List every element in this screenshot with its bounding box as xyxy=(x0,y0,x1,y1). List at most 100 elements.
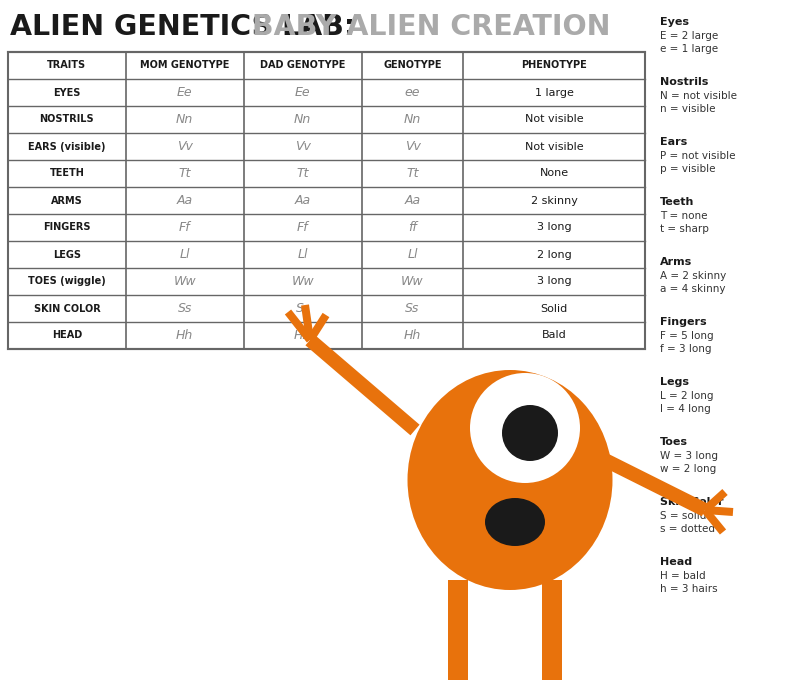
Text: Hh: Hh xyxy=(294,329,311,342)
Circle shape xyxy=(470,373,580,483)
Text: ARMS: ARMS xyxy=(51,196,82,205)
Text: Ears: Ears xyxy=(660,137,687,147)
Text: A = 2 skinny: A = 2 skinny xyxy=(660,271,726,281)
Text: 1 large: 1 large xyxy=(534,88,574,97)
Text: TOES (wiggle): TOES (wiggle) xyxy=(28,277,106,286)
Text: 2 skinny: 2 skinny xyxy=(530,196,578,205)
Text: Fingers: Fingers xyxy=(660,317,706,327)
Text: Solid: Solid xyxy=(541,303,568,313)
Text: Ll: Ll xyxy=(298,248,308,261)
Text: h = 3 hairs: h = 3 hairs xyxy=(660,584,718,594)
Text: Teeth: Teeth xyxy=(660,197,694,207)
Text: 3 long: 3 long xyxy=(537,277,571,286)
Text: Ww: Ww xyxy=(401,275,424,288)
Text: None: None xyxy=(540,169,569,178)
Text: DAD GENOTYPE: DAD GENOTYPE xyxy=(260,61,346,71)
Polygon shape xyxy=(285,309,313,343)
Text: Tt: Tt xyxy=(296,167,309,180)
Text: Ww: Ww xyxy=(174,275,196,288)
Text: Hh: Hh xyxy=(404,329,421,342)
Text: w = 2 long: w = 2 long xyxy=(660,464,716,474)
Text: p = visible: p = visible xyxy=(660,164,715,174)
Text: NOSTRILS: NOSTRILS xyxy=(40,114,94,124)
Text: TEETH: TEETH xyxy=(50,169,84,178)
Text: Aa: Aa xyxy=(177,194,193,207)
Text: Ww: Ww xyxy=(291,275,314,288)
Text: Nn: Nn xyxy=(176,113,194,126)
Polygon shape xyxy=(602,454,708,516)
Text: a = 4 skinny: a = 4 skinny xyxy=(660,284,726,294)
Text: Aa: Aa xyxy=(294,194,310,207)
Text: ee: ee xyxy=(405,86,420,99)
Text: Bald: Bald xyxy=(542,330,566,341)
Text: F = 5 long: F = 5 long xyxy=(660,331,714,341)
Polygon shape xyxy=(702,507,726,534)
Text: N = not visible: N = not visible xyxy=(660,91,737,101)
Bar xyxy=(8,52,645,349)
Text: Skin Color: Skin Color xyxy=(660,497,723,507)
Ellipse shape xyxy=(407,370,613,590)
Text: Vv: Vv xyxy=(405,140,421,153)
Text: Ss: Ss xyxy=(178,302,192,315)
Text: W = 3 long: W = 3 long xyxy=(660,451,718,461)
Polygon shape xyxy=(705,506,734,516)
Text: FINGERS: FINGERS xyxy=(43,222,90,233)
Text: Ff: Ff xyxy=(297,221,309,234)
Text: Ll: Ll xyxy=(179,248,190,261)
Text: Aa: Aa xyxy=(405,194,421,207)
Text: Tt: Tt xyxy=(406,167,418,180)
Circle shape xyxy=(502,405,558,461)
Text: T = none: T = none xyxy=(660,211,707,221)
Text: H = bald: H = bald xyxy=(660,571,706,581)
Text: P = not visible: P = not visible xyxy=(660,151,735,161)
Polygon shape xyxy=(702,489,728,513)
Text: Nostrils: Nostrils xyxy=(660,77,708,87)
Text: EARS (visible): EARS (visible) xyxy=(28,141,106,152)
Text: Ss: Ss xyxy=(295,302,310,315)
Text: l = 4 long: l = 4 long xyxy=(660,404,710,414)
Polygon shape xyxy=(306,313,330,342)
Text: Nn: Nn xyxy=(294,113,311,126)
Text: t = sharp: t = sharp xyxy=(660,224,709,234)
Text: Not visible: Not visible xyxy=(525,114,583,124)
Text: Ee: Ee xyxy=(177,86,193,99)
Text: Ll: Ll xyxy=(407,248,418,261)
Text: f = 3 long: f = 3 long xyxy=(660,344,711,354)
Text: e = 1 large: e = 1 large xyxy=(660,44,718,54)
Text: 3 long: 3 long xyxy=(537,222,571,233)
Text: EYES: EYES xyxy=(54,88,81,97)
Polygon shape xyxy=(448,580,468,680)
Text: Hh: Hh xyxy=(176,329,194,342)
Text: BABY ALIEN CREATION: BABY ALIEN CREATION xyxy=(242,13,610,41)
Text: SKIN COLOR: SKIN COLOR xyxy=(34,303,100,313)
Text: MOM GENOTYPE: MOM GENOTYPE xyxy=(140,61,230,71)
Text: Ss: Ss xyxy=(406,302,420,315)
Text: S = solid: S = solid xyxy=(660,511,706,521)
Text: PHENOTYPE: PHENOTYPE xyxy=(522,61,587,71)
Text: Eyes: Eyes xyxy=(660,17,689,27)
Text: E = 2 large: E = 2 large xyxy=(660,31,718,41)
Text: Not visible: Not visible xyxy=(525,141,583,152)
Text: Vv: Vv xyxy=(294,140,310,153)
Text: Ff: Ff xyxy=(179,221,190,234)
Text: ff: ff xyxy=(408,221,417,234)
Text: Vv: Vv xyxy=(177,140,193,153)
Text: HEAD: HEAD xyxy=(52,330,82,341)
Text: Arms: Arms xyxy=(660,257,692,267)
Text: Toes: Toes xyxy=(660,437,688,447)
Text: Legs: Legs xyxy=(660,377,689,387)
Text: ALIEN GENETICS LAB:: ALIEN GENETICS LAB: xyxy=(10,13,355,41)
Text: Tt: Tt xyxy=(178,167,191,180)
Text: Ee: Ee xyxy=(294,86,310,99)
Text: Nn: Nn xyxy=(404,113,421,126)
Text: n = visible: n = visible xyxy=(660,104,715,114)
Text: s = dotted: s = dotted xyxy=(660,524,715,534)
Polygon shape xyxy=(306,335,419,435)
Text: L = 2 long: L = 2 long xyxy=(660,391,714,401)
Text: Head: Head xyxy=(660,557,692,567)
Text: 2 long: 2 long xyxy=(537,250,572,260)
Text: LEGS: LEGS xyxy=(53,250,81,260)
Polygon shape xyxy=(301,305,314,341)
Ellipse shape xyxy=(485,498,545,546)
Polygon shape xyxy=(542,580,562,680)
